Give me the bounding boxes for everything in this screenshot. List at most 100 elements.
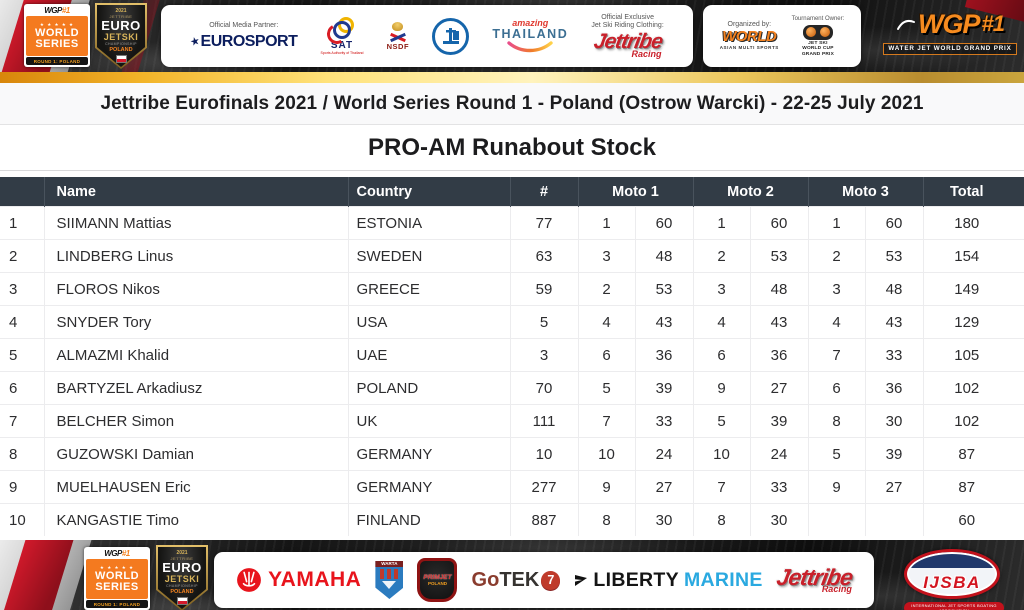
wgp1-grand-prix-logo: WGP #1 WATER JET WORLD GRAND PRIX: [882, 11, 1018, 55]
tourism-authority-logo: [432, 17, 470, 55]
sat-rings-icon: [324, 16, 357, 46]
cell-moto3-position: 8: [807, 404, 865, 438]
euro-jetski-logo: 2021 JETTRIBE EURO JETSKI CHAMPIONSHIP P…: [95, 3, 147, 69]
gotek7-logo: Go TEK 7: [472, 569, 561, 592]
table-header-row: Name Country # Moto 1 Moto 2 Moto 3 Tota…: [0, 177, 1024, 207]
cell-moto1-position: 5: [577, 371, 635, 405]
cell-moto2-points: 27: [749, 371, 808, 405]
cell-moto2-points: 33: [749, 470, 808, 504]
cell-rank: 3: [0, 272, 44, 306]
cell-moto2-position: 6: [692, 338, 750, 372]
cell-number: 59: [509, 272, 578, 306]
cell-moto3-position: 6: [807, 371, 865, 405]
cell-moto1-points: 53: [634, 272, 693, 306]
cell-moto2-position: 5: [692, 404, 750, 438]
cell-number: 70: [509, 371, 578, 405]
cell-moto2-points: 30: [749, 503, 808, 536]
ijsba-logo: IJSBA INTERNATIONAL JET SPORTS BOATING A…: [904, 549, 1004, 610]
cell-moto1-points: 60: [634, 206, 693, 240]
cell-moto1-points: 30: [634, 503, 693, 536]
jettribe-racing-logo: Official Exclusive Jet Ski Riding Clothi…: [591, 13, 664, 59]
liberty-marine-logo: LIBERTY MARINE: [574, 569, 762, 592]
cell-number: 10: [509, 437, 578, 471]
cell-moto2-position: 3: [692, 272, 750, 306]
header-rank: [0, 177, 44, 207]
cell-moto1-position: 7: [577, 404, 635, 438]
cell-number: 111: [509, 404, 578, 438]
table-row: 6 BARTYZEL Arkadiusz POLAND 70 5 39 9 27…: [0, 371, 1024, 405]
cell-moto2-position: 2: [692, 239, 750, 273]
cell-moto1-position: 10: [577, 437, 635, 471]
cell-moto2-points: 60: [749, 206, 808, 240]
cell-moto2-position: 8: [692, 503, 750, 536]
cell-total: 154: [922, 239, 1024, 273]
cell-moto3-points: 30: [864, 404, 923, 438]
cell-moto1-points: 43: [634, 305, 693, 339]
wgp-brand: WGP#1: [44, 6, 70, 15]
cell-name: SIIMANN Mattias: [43, 206, 348, 240]
cell-number: 63: [509, 239, 578, 273]
cell-moto2-position: 10: [692, 437, 750, 471]
table-row: 1 SIIMANN Mattias ESTONIA 77 1 60 1 60 1…: [0, 206, 1024, 240]
cell-country: GERMANY: [347, 437, 510, 471]
cell-moto3-position: 2: [807, 239, 865, 273]
cell-total: 87: [922, 437, 1024, 471]
world-asian-multi-sports-logo: Organized by: WORLD ASIAN MULTI SPORTS: [719, 21, 779, 50]
cell-moto1-points: 39: [634, 371, 693, 405]
cell-moto3-points: 43: [864, 305, 923, 339]
cell-moto1-points: 24: [634, 437, 693, 471]
cell-moto3-points: 48: [864, 272, 923, 306]
cell-total: 102: [922, 404, 1024, 438]
cell-rank: 1: [0, 206, 44, 240]
nsdf-logo: NSDF: [387, 21, 409, 51]
seven-circle-icon: 7: [541, 570, 561, 590]
goggles-icon: [802, 24, 833, 40]
cell-rank: 8: [0, 437, 44, 471]
cell-moto2-points: 43: [749, 305, 808, 339]
poland-flag-icon: [176, 597, 188, 605]
cell-moto3-points: 60: [864, 206, 923, 240]
cell-number: 77: [509, 206, 578, 240]
cell-moto3-points: [864, 503, 923, 536]
ribbon-icon: [388, 32, 408, 43]
trophy-icon: [392, 21, 404, 31]
cell-number: 3: [509, 338, 578, 372]
table-row: 3 FLOROS Nikos GREECE 59 2 53 3 48 3 48 …: [0, 272, 1024, 306]
cell-country: GREECE: [347, 272, 510, 306]
header-total: Total: [922, 177, 1024, 207]
cell-moto2-points: 48: [749, 272, 808, 306]
cell-name: FLOROS Nikos: [43, 272, 348, 306]
cell-name: BELCHER Simon: [43, 404, 348, 438]
cell-moto3-position: [807, 503, 865, 536]
cell-moto1-position: 3: [577, 239, 635, 273]
cell-moto2-points: 36: [749, 338, 808, 372]
jettribe-racing-logo: Jettribe Racing: [774, 563, 855, 594]
wgp-world-series-logo: WGP#1 ★ ★ ★ ★ ★ WORLD SERIES ROUND 1: PO…: [24, 4, 90, 67]
top-sponsor-banner: WGP#1 ★ ★ ★ ★ ★ WORLD SERIES ROUND 1: PO…: [0, 0, 1024, 72]
cell-name: BARTYZEL Arkadiusz: [43, 371, 348, 405]
jetski-world-cup-logo: Tournament Owner: JET SKI WORLD CUP GRAN…: [791, 15, 845, 57]
cell-moto2-position: 9: [692, 371, 750, 405]
event-title-band: Jettribe Eurofinals 2021 / World Series …: [0, 83, 1024, 125]
cell-moto1-position: 8: [577, 503, 635, 536]
cell-total: 105: [922, 338, 1024, 372]
temple-circle-icon: [432, 17, 470, 55]
eagle-icon: [382, 581, 397, 589]
table-row: 8 GUZOWSKI Damian GERMANY 10 10 24 10 24…: [0, 437, 1024, 471]
cell-moto3-points: 33: [864, 338, 923, 372]
primjet-poland-logo: PRIMJET POLAND: [417, 558, 458, 602]
cell-rank: 4: [0, 305, 44, 339]
cell-moto3-position: 5: [807, 437, 865, 471]
eurosport-logo: Official Media Partner: ★ EUROSPORT: [188, 21, 298, 50]
cell-moto3-points: 36: [864, 371, 923, 405]
table-row: 2 LINDBERG Linus SWEDEN 63 3 48 2 53 2 5…: [0, 239, 1024, 273]
header-moto1: Moto 1: [577, 177, 693, 207]
results-tbody: 1 SIIMANN Mattias ESTONIA 77 1 60 1 60 1…: [0, 206, 1024, 536]
euro-jetski-logo: 2021 JETTRIBE EURO JETSKI CHAMPIONSHIP P…: [156, 545, 208, 610]
cell-name: GUZOWSKI Damian: [43, 437, 348, 471]
table-row: 5 ALMAZMI Khalid UAE 3 6 36 6 36 7 33 10…: [0, 338, 1024, 372]
cell-total: 149: [922, 272, 1024, 306]
eurosport-star-icon: ★: [188, 34, 202, 49]
spacer: [0, 536, 1024, 540]
header-moto2: Moto 2: [692, 177, 808, 207]
